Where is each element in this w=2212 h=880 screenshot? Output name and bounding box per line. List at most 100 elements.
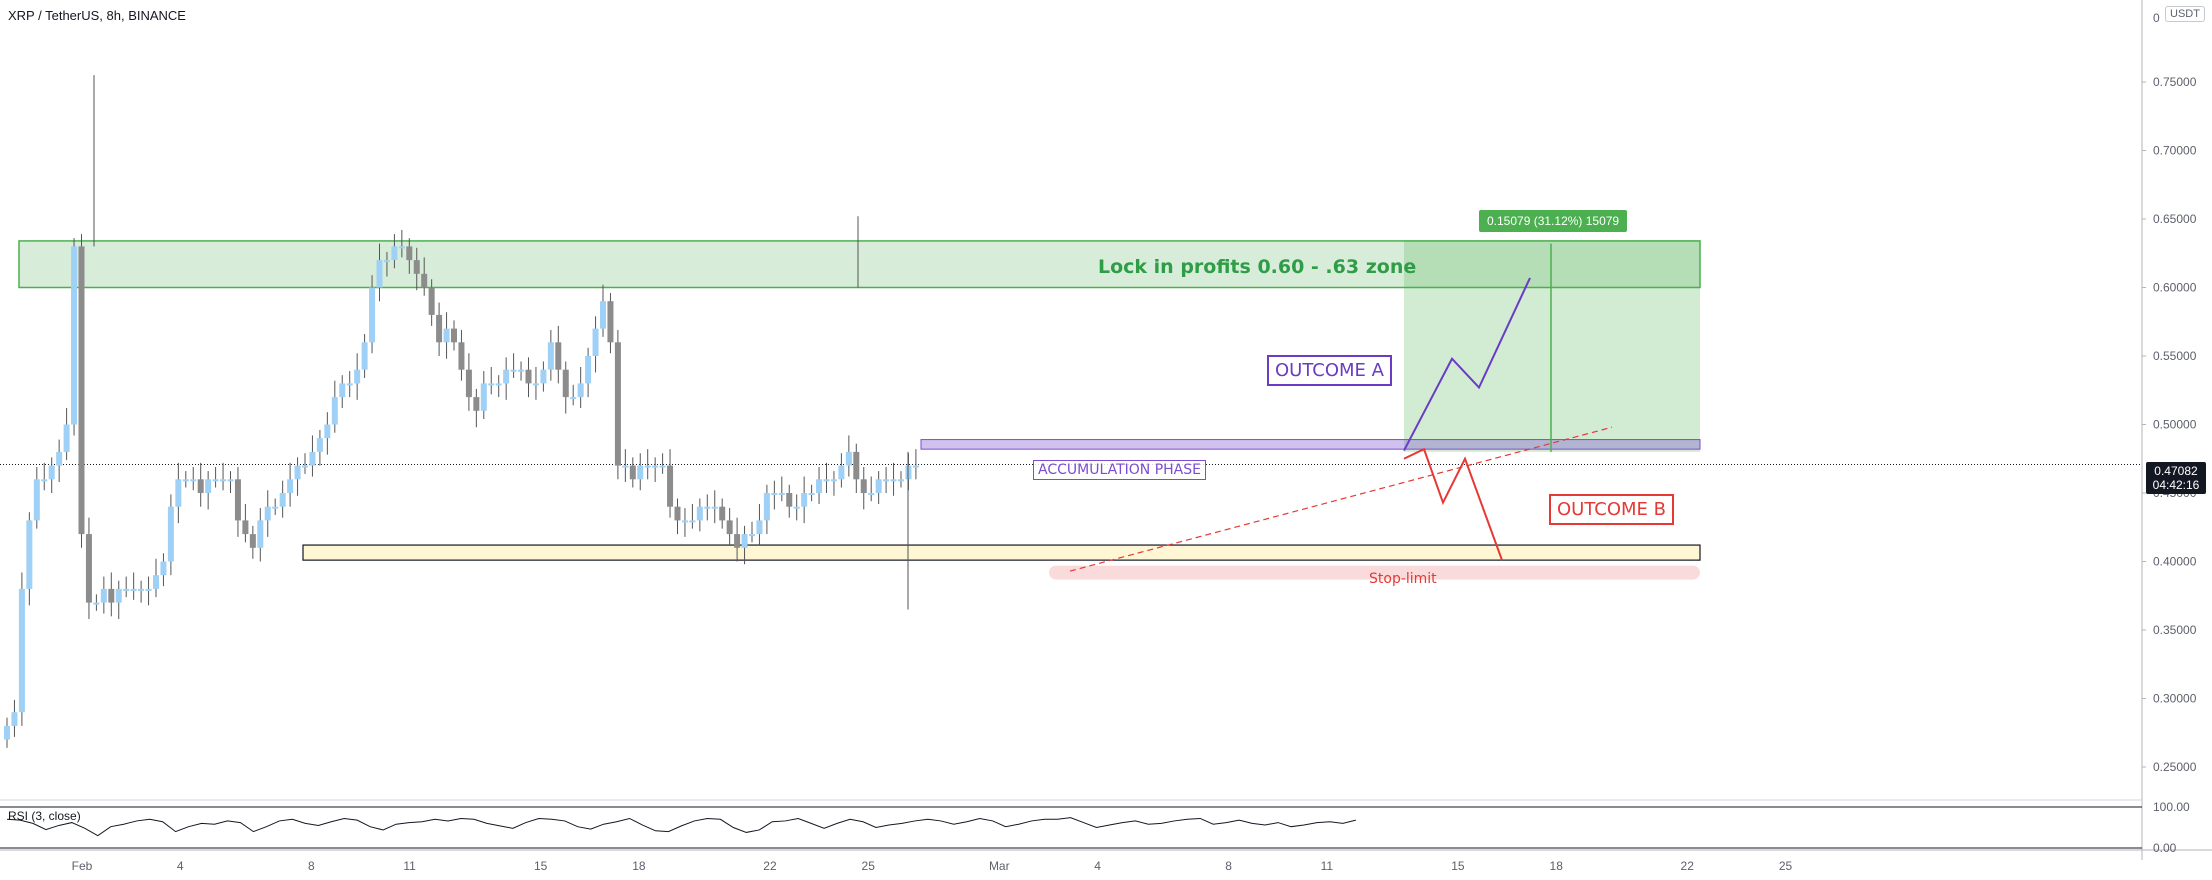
y-tick-label: 0.25000 (2153, 760, 2197, 774)
outcome-b-label[interactable]: OUTCOME B (1549, 494, 1674, 525)
outcome-a-path (1403, 277, 1531, 451)
x-tick-label: 22 (763, 859, 777, 873)
candle-body (540, 369, 547, 384)
candle-body (585, 356, 592, 384)
outcome-b-path (1403, 447, 1503, 561)
x-tick-label: 25 (862, 859, 876, 873)
x-tick-label: 25 (1779, 859, 1793, 873)
x-tick-label: 18 (1550, 859, 1564, 873)
drawing-tools (1069, 240, 1700, 572)
candle-body (242, 520, 249, 535)
candle-body (532, 383, 539, 386)
candle-body (763, 493, 770, 521)
candle-body (510, 369, 517, 372)
candle-body (279, 493, 286, 507)
candle-body (771, 493, 778, 495)
candle-body (547, 342, 554, 370)
candle-body (890, 479, 897, 482)
candle-body (577, 383, 584, 398)
candle-body (495, 383, 502, 386)
rsi-line (6, 817, 1357, 837)
candle-body (145, 588, 152, 591)
candle-body (607, 301, 614, 343)
candle-body (845, 451, 852, 466)
candle-body (719, 506, 726, 521)
support-zone (302, 544, 1701, 561)
candle-body (182, 479, 189, 482)
candle-body (644, 465, 651, 468)
chart-grid (0, 0, 2212, 860)
candle-body (451, 328, 457, 343)
candle-body (138, 588, 145, 591)
time-axis: Feb 4 8 11 15 18 22 25 Mar 4 8 11 15 18 22 25 (72, 859, 1793, 873)
outcome-a-label[interactable]: OUTCOME A (1267, 355, 1392, 386)
price-range-measure-label[interactable]: 0.15079 (31.12%) 15079 (1479, 210, 1628, 232)
long-position-zone (1404, 240, 1700, 452)
candle-body (78, 246, 85, 535)
candle-body (56, 451, 63, 466)
candlestick-series (4, 75, 919, 748)
candle-body (167, 506, 174, 562)
y-tick-label: 0.75000 (2153, 75, 2197, 89)
candle-body (48, 465, 55, 480)
candle-body (838, 465, 845, 480)
rsi-level-100: 100.00 (2153, 800, 2190, 814)
candle-body (234, 479, 241, 521)
candle-body (316, 438, 323, 452)
candle-body (354, 369, 361, 384)
take-profit-zone (18, 240, 1701, 289)
candle-body (488, 383, 495, 386)
candle-body (652, 465, 659, 468)
x-tick-label: 4 (1094, 859, 1101, 873)
rsi-indicator-label[interactable]: RSI (3, close) (8, 809, 81, 823)
candle-body (570, 397, 577, 400)
accumulation-phase-label[interactable]: ACCUMULATION PHASE (1033, 460, 1206, 480)
candle-body (212, 479, 219, 482)
candle-body (227, 479, 234, 482)
candle-body (100, 588, 107, 603)
candle-body (309, 451, 316, 466)
candle-body (704, 506, 711, 509)
y-tick-label: 0.50000 (2153, 418, 2197, 432)
candle-body (11, 712, 18, 726)
candle-body (443, 328, 450, 343)
candle-body (346, 383, 353, 386)
x-tick-label: 22 (1681, 859, 1695, 873)
candle-body (376, 260, 383, 288)
candle-body (264, 506, 271, 521)
candle-body (629, 465, 636, 480)
candle-body (860, 479, 867, 493)
candle-body (294, 465, 301, 480)
x-tick-label: 11 (1321, 859, 1334, 873)
candle-body (711, 506, 718, 509)
candle-body (436, 314, 443, 343)
take-profit-zone-label[interactable]: Lock in profits 0.60 - .63 zone (1098, 256, 1417, 278)
candle-body (287, 479, 294, 493)
candle-body (592, 328, 599, 356)
candle-body (801, 493, 808, 507)
candle-body (778, 493, 785, 495)
y-tick-label: 0.35000 (2153, 623, 2197, 637)
candle-body (257, 520, 264, 548)
candle-body (853, 451, 860, 480)
candle-body (339, 383, 346, 398)
x-tick-label: 11 (403, 859, 416, 873)
candle-body (816, 479, 823, 493)
candle-body (912, 465, 919, 468)
currency-badge[interactable]: USDT (2165, 6, 2205, 22)
candle-body (667, 465, 674, 507)
candle-body (465, 369, 472, 398)
candle-body (503, 369, 510, 384)
candle-body (249, 534, 256, 548)
candle-body (383, 260, 390, 263)
price-axis: 0.75000 0.70000 0.65000 0.60000 0.55000 0.500… (2142, 11, 2197, 774)
symbol-title[interactable]: XRP / TetherUS, 8h, BINANCE (8, 8, 186, 23)
candle-body (302, 465, 308, 468)
stop-limit-label[interactable]: Stop-limit (1369, 571, 1437, 587)
candle-body (93, 602, 100, 605)
candle-body (473, 397, 480, 411)
candle-body (681, 520, 688, 523)
candle-body (115, 588, 122, 603)
candle-body (18, 588, 25, 713)
